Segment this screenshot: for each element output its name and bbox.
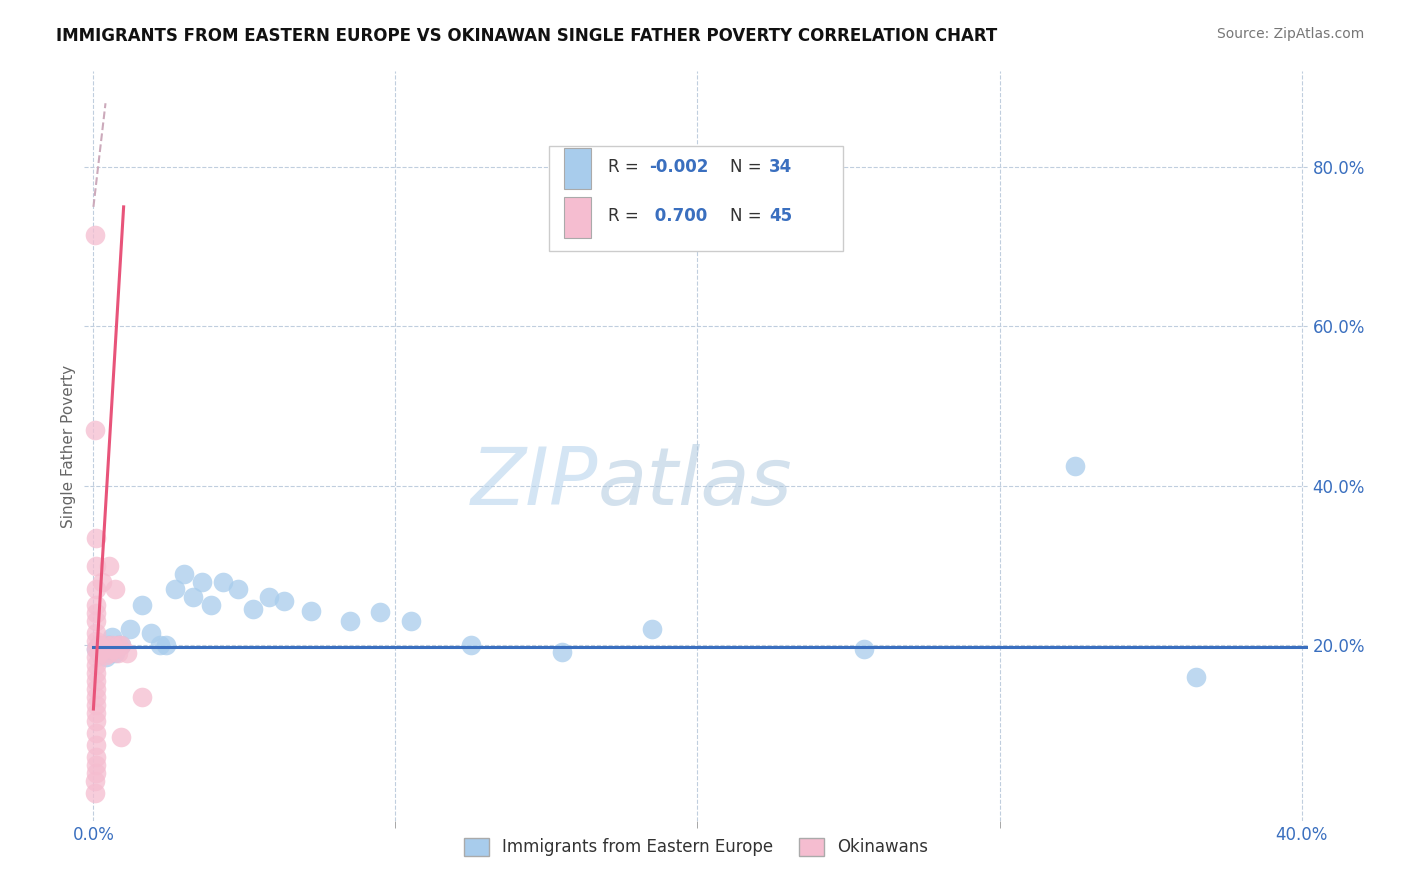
Point	[110, 638, 132, 652]
Point	[84, 558, 107, 573]
Point	[86, 599, 108, 613]
Point	[86, 714, 108, 728]
Point	[86, 706, 108, 720]
Point	[149, 638, 172, 652]
Point	[89, 646, 111, 660]
Point	[91, 646, 114, 660]
Point	[181, 591, 204, 605]
Point	[100, 638, 122, 652]
Point	[103, 582, 125, 597]
Point	[852, 642, 875, 657]
Point	[86, 750, 108, 764]
FancyBboxPatch shape	[550, 146, 842, 252]
Point	[94, 638, 117, 652]
Point	[86, 650, 108, 665]
Text: 34: 34	[769, 158, 793, 176]
Point	[86, 634, 108, 648]
Point	[370, 605, 392, 619]
Text: 45: 45	[769, 207, 793, 225]
Text: N =: N =	[730, 207, 768, 225]
Point	[641, 623, 664, 637]
Point	[273, 594, 295, 608]
Point	[84, 773, 107, 788]
Text: R =: R =	[607, 207, 644, 225]
Y-axis label: Single Father Poverty: Single Father Poverty	[60, 365, 76, 527]
Point	[139, 626, 162, 640]
Point	[86, 666, 108, 681]
Point	[89, 638, 111, 652]
Point	[86, 690, 108, 704]
Point	[84, 423, 107, 437]
Point	[86, 726, 108, 740]
Point	[86, 682, 108, 697]
Point	[118, 623, 141, 637]
Point	[173, 566, 195, 581]
Point	[94, 648, 117, 662]
Point	[131, 599, 153, 613]
Point	[110, 730, 132, 744]
Point	[200, 599, 222, 613]
Point	[97, 638, 120, 652]
Point	[94, 650, 117, 665]
Point	[86, 698, 108, 712]
FancyBboxPatch shape	[564, 197, 591, 238]
Point	[86, 674, 108, 689]
Text: ZIP: ZIP	[471, 444, 598, 523]
Point	[86, 658, 108, 673]
Point	[1064, 458, 1087, 473]
Point	[103, 642, 125, 657]
Text: R =: R =	[607, 158, 644, 176]
Point	[86, 738, 108, 752]
Text: IMMIGRANTS FROM EASTERN EUROPE VS OKINAWAN SINGLE FATHER POVERTY CORRELATION CHA: IMMIGRANTS FROM EASTERN EUROPE VS OKINAW…	[56, 27, 997, 45]
Point	[299, 604, 322, 618]
Point	[228, 582, 250, 597]
Point	[86, 582, 108, 597]
Point	[97, 646, 120, 660]
Point	[107, 638, 129, 652]
Text: atlas: atlas	[598, 444, 793, 523]
Point	[257, 591, 280, 605]
Text: N =: N =	[730, 158, 768, 176]
Point	[86, 615, 108, 629]
Point	[242, 602, 264, 616]
Point	[86, 642, 108, 657]
Point	[399, 615, 422, 629]
Point	[86, 607, 108, 621]
Point	[100, 630, 122, 644]
Point	[86, 642, 108, 657]
Point	[86, 626, 108, 640]
Point	[84, 227, 107, 242]
Point	[339, 615, 361, 629]
Point	[84, 786, 107, 800]
Text: -0.002: -0.002	[650, 158, 709, 176]
Point	[550, 645, 572, 659]
Point	[86, 765, 108, 780]
Point	[91, 574, 114, 589]
FancyBboxPatch shape	[564, 148, 591, 189]
Point	[163, 582, 186, 597]
Point	[97, 558, 120, 573]
Point	[212, 574, 235, 589]
Legend: Immigrants from Eastern Europe, Okinawans: Immigrants from Eastern Europe, Okinawan…	[456, 830, 936, 864]
Text: Source: ZipAtlas.com: Source: ZipAtlas.com	[1216, 27, 1364, 41]
Point	[103, 646, 125, 660]
Point	[1185, 670, 1208, 684]
Point	[84, 531, 107, 545]
Point	[191, 574, 214, 589]
Point	[100, 642, 122, 657]
Point	[107, 638, 129, 652]
Point	[155, 638, 177, 652]
Point	[115, 646, 138, 660]
Point	[107, 646, 129, 660]
Point	[131, 690, 153, 704]
Point	[86, 757, 108, 772]
Point	[460, 638, 482, 652]
Text: 0.700: 0.700	[650, 207, 707, 225]
Point	[110, 638, 132, 652]
Point	[89, 638, 111, 652]
Point	[91, 642, 114, 657]
